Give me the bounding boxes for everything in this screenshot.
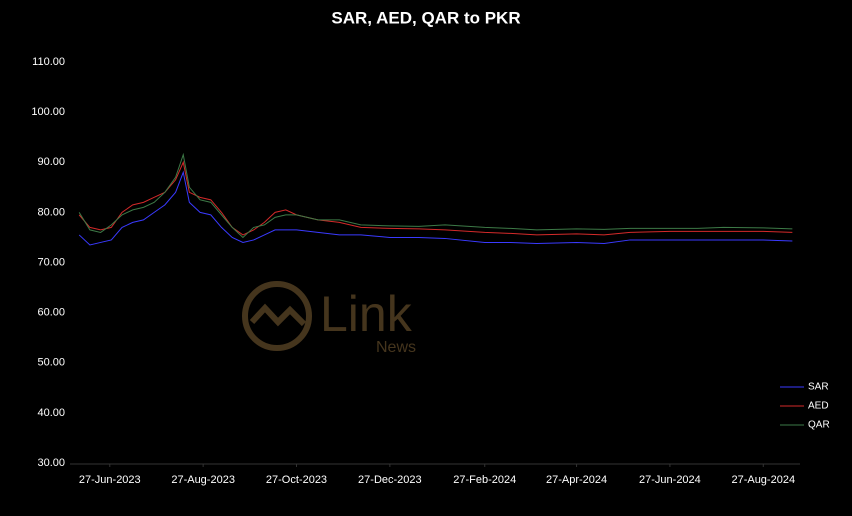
x-tick-label: 27-Apr-2024 (546, 474, 607, 486)
series-line (78, 152, 793, 239)
watermark: Link News (242, 281, 416, 356)
x-tick-label: 27-Feb-2024 (453, 474, 516, 486)
watermark-logo (242, 281, 312, 351)
legend-label: AED (808, 401, 829, 412)
series-line (78, 160, 793, 236)
y-tick-label: 60.00 (37, 307, 65, 319)
y-tick-label: 100.00 (31, 106, 65, 118)
y-tick-label: 30.00 (37, 457, 65, 469)
legend-label: QAR (808, 420, 830, 431)
watermark-logo-mark (249, 303, 307, 327)
x-tick-label: 27-Aug-2023 (171, 474, 235, 486)
x-tick-label: 27-Dec-2023 (358, 474, 422, 486)
series-line (78, 170, 793, 246)
y-tick-label: 70.00 (37, 256, 65, 268)
legend-label: SAR (808, 382, 829, 393)
y-tick-label: 110.00 (32, 56, 65, 68)
y-tick-label: 90.00 (37, 156, 65, 168)
x-tick-label: 27-Aug-2024 (731, 474, 795, 486)
y-tick-label: 80.00 (37, 206, 65, 218)
watermark-text: Link (320, 286, 413, 342)
chart-title: SAR, AED, QAR to PKR (331, 8, 520, 27)
y-tick-label: 40.00 (37, 407, 65, 419)
x-tick-label: 27-Jun-2024 (639, 474, 701, 486)
y-tick-label: 50.00 (37, 357, 65, 369)
x-tick-label: 27-Oct-2023 (266, 474, 327, 486)
watermark-subtext: News (376, 339, 416, 356)
x-tick-label: 27-Jun-2023 (79, 474, 141, 486)
